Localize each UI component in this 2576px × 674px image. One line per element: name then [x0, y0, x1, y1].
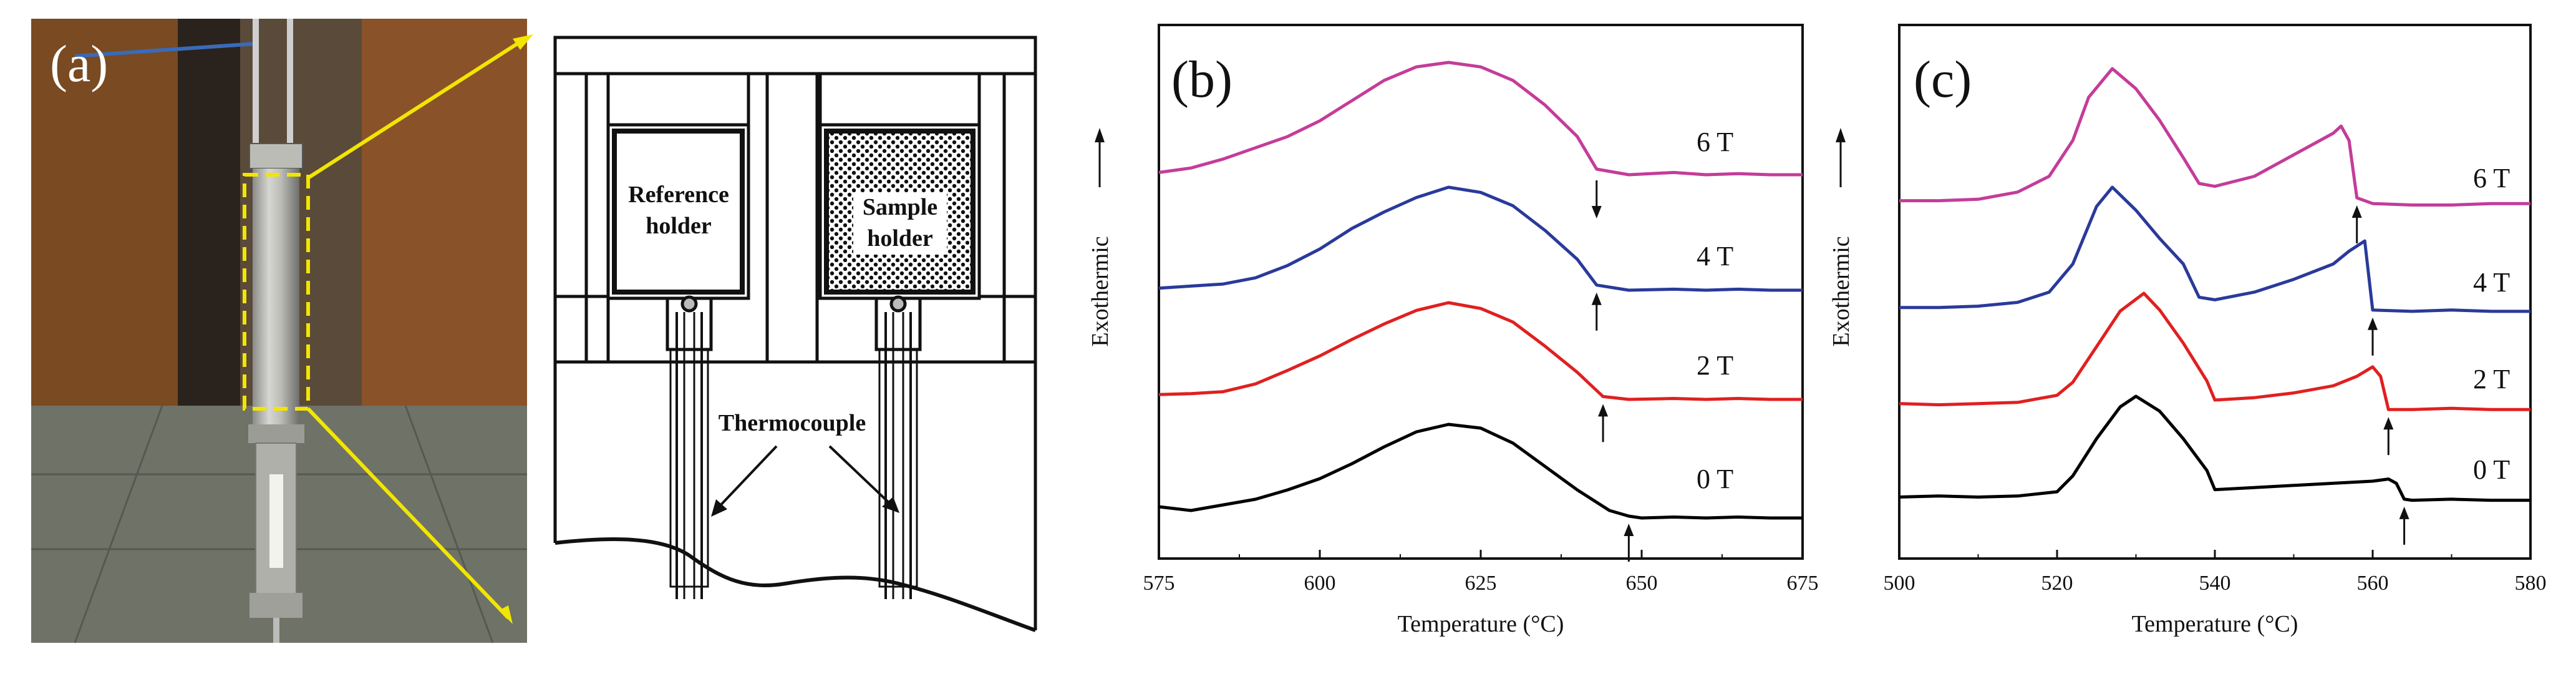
- transition-arrow-head-icon: [1598, 404, 1609, 417]
- pointer-arrow-right-icon: [882, 497, 899, 513]
- transition-arrow-head-icon: [1591, 292, 1602, 305]
- series-label: 4 T: [2473, 267, 2510, 298]
- photo-right-door: [362, 19, 527, 406]
- x-tick-label: 560: [2357, 572, 2389, 595]
- reference-holder: [612, 129, 745, 295]
- reference-thermocouple: [669, 348, 709, 588]
- chart-b-ylabel-arrow-icon: [1095, 128, 1105, 142]
- chart-c-ylabel-arrow-icon: [1836, 128, 1846, 142]
- thermocouple-pointer-left: [716, 445, 778, 510]
- photo-doorway: [178, 19, 240, 406]
- reference-label-line1: Reference: [628, 182, 729, 208]
- photo-furnace-tube: [253, 168, 299, 431]
- chart-b-ticks: 575 600 625 650 675: [1143, 550, 1819, 595]
- series-label: 6 T: [1697, 127, 1733, 157]
- series-line-0t: [1899, 394, 2530, 502]
- photo-dashed-box: [243, 173, 310, 411]
- series-line-2t: [1158, 301, 1803, 401]
- chart-c-ticks: 500 520 540 560 580: [1884, 550, 2547, 595]
- series-line-4t: [1899, 185, 2530, 313]
- thermocouple-pointer-right: [828, 445, 893, 507]
- series-line-2t: [1899, 291, 2530, 411]
- chart-b-xlabel: Temperature (°C): [1398, 611, 1564, 637]
- chart-c-series-group: 0 T 2 T 4 T 6 T: [1899, 67, 2530, 545]
- series-label: 2 T: [2473, 364, 2510, 394]
- sample-label-line1: Sample: [863, 194, 937, 220]
- series-line-6t: [1158, 61, 1803, 177]
- x-tick-label: 650: [1626, 572, 1658, 595]
- chart-c-xlabel: Temperature (°C): [2132, 611, 2298, 637]
- chart-c-ylabel: Exothermic: [1828, 236, 1854, 346]
- callout-line-top: [307, 36, 528, 180]
- x-tick-label: 540: [2199, 572, 2231, 595]
- series-line-4t: [1158, 185, 1803, 292]
- photo-left-door: [31, 19, 178, 406]
- photo-panel: (a): [31, 19, 533, 643]
- transition-arrow-head-icon: [2351, 205, 2362, 218]
- series-label: 4 T: [1697, 241, 1733, 271]
- schematic-top-plate: [553, 36, 1037, 76]
- series-label: 0 T: [2473, 454, 2510, 485]
- reference-label-line2: holder: [646, 213, 712, 239]
- series-line-0t: [1158, 422, 1803, 520]
- series-line-6t: [1899, 67, 2530, 207]
- transition-arrow-head-icon: [1591, 206, 1602, 218]
- schematic-diagram: [553, 36, 1037, 632]
- transition-arrow-head-icon: [2383, 417, 2394, 430]
- chart-c-frame: [1898, 24, 2532, 560]
- chart-b: (b) Exothermic Temperature (°C) 575 600 62…: [1087, 24, 1819, 637]
- chart-b-panel-label: (b): [1171, 51, 1232, 109]
- x-tick-label: 575: [1143, 572, 1175, 595]
- schematic-labels: Reference holder Sample holder Thermocou…: [628, 182, 937, 436]
- x-tick-label: 500: [1884, 572, 1915, 595]
- chart-c: (c) Exothermic Temperature (°C) 500 520 54…: [1828, 24, 2547, 637]
- panel-label-a: (a): [50, 35, 108, 93]
- series-label: 6 T: [2473, 163, 2510, 193]
- transition-arrow-head-icon: [2399, 506, 2409, 519]
- schematic-bottom-curve: [554, 537, 1037, 632]
- x-tick-label: 600: [1304, 572, 1336, 595]
- chart-b-ylabel: Exothermic: [1087, 236, 1113, 346]
- transition-arrow-head-icon: [2368, 317, 2378, 330]
- chart-b-series-group: 0 T 2 T 4 T 6 T: [1158, 61, 1803, 562]
- thermocouple-label: Thermocouple: [719, 410, 866, 436]
- x-tick-label: 675: [1787, 572, 1819, 595]
- callout-line-bottom: [306, 407, 510, 620]
- x-tick-label: 625: [1465, 572, 1497, 595]
- callout-arrow-top-icon: [513, 34, 533, 50]
- series-label: 0 T: [1697, 464, 1733, 494]
- series-label: 2 T: [1697, 350, 1733, 381]
- callout-arrow-bottom-icon: [499, 605, 513, 624]
- transition-arrow-head-icon: [1624, 524, 1634, 536]
- x-tick-label: 580: [2515, 572, 2547, 595]
- sample-label-line2: holder: [867, 225, 933, 252]
- pointer-arrow-left-icon: [711, 499, 727, 517]
- x-tick-label: 520: [2041, 572, 2073, 595]
- sample-thermocouple: [878, 348, 918, 588]
- chart-c-panel-label: (c): [1914, 51, 1972, 109]
